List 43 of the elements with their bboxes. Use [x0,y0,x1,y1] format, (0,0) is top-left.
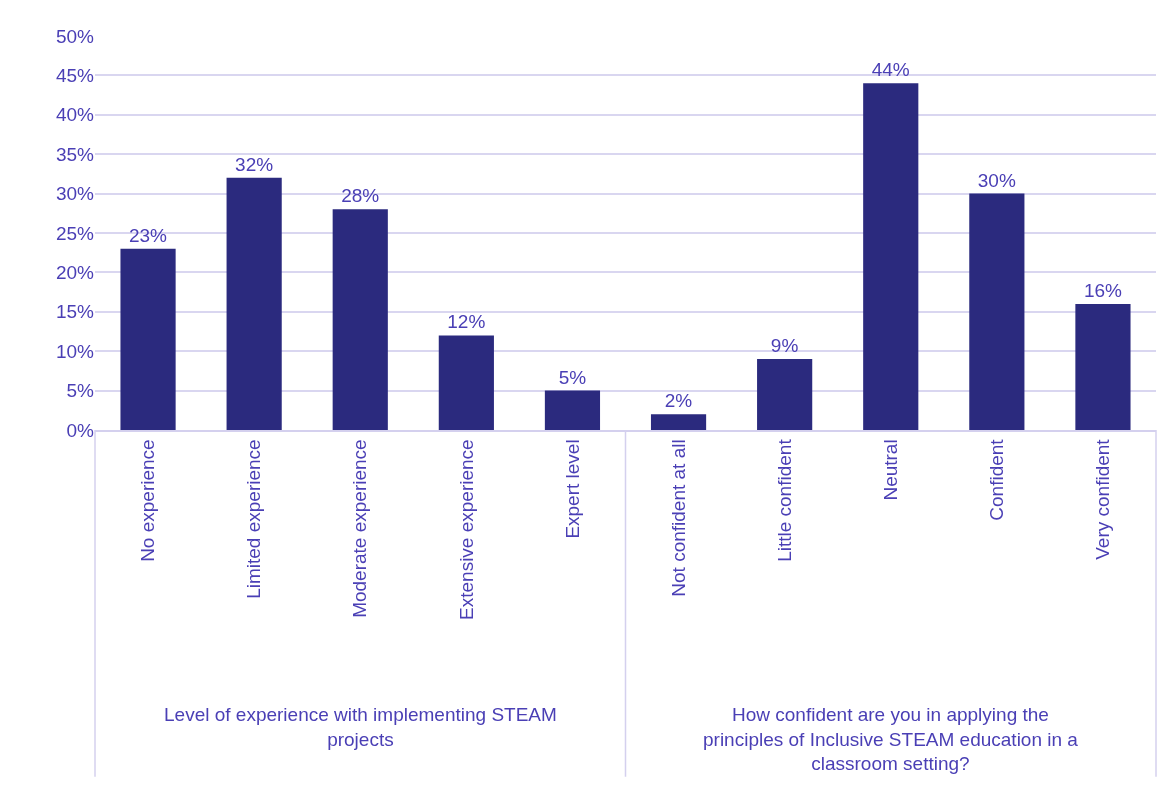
y-tick-label: 0% [66,419,95,441]
x-tick-label: Extensive experience [455,439,477,620]
y-tick-label: 10% [55,340,95,362]
bar [969,193,1025,430]
data-label: 5% [558,366,587,388]
x-tick-label: Very confident [1092,438,1114,560]
text: Level of experience with implementing STEAM projects [164,704,557,750]
bar [120,248,176,430]
y-tick-label: 5% [66,380,95,402]
y-tick-label: 50% [55,25,95,47]
y-tick-label: 45% [55,65,95,87]
bar [863,83,919,430]
x-tick-label: Moderate experience [349,439,371,618]
y-tick-label: 20% [55,262,95,284]
bar [650,414,707,430]
data-label: 2% [664,390,693,412]
bar [757,359,813,430]
x-tick-label: Confident [986,438,1008,521]
bar [544,390,601,430]
x-tick-label: Neutral [879,439,901,501]
x-tick-label: Limited experience [243,439,265,599]
data-label: 23% [128,224,168,246]
data-label: 12% [447,311,486,333]
x-tick-label: No experience [137,439,159,562]
bar [332,209,388,430]
data-label: 32% [235,153,274,175]
data-label: 16% [1083,279,1123,301]
x-tick-label: Not confident at all [667,439,689,597]
y-tick-label: 30% [55,183,95,205]
data-label: 44% [871,59,910,81]
data-label: 30% [977,169,1016,191]
y-tick-label: 35% [55,143,95,165]
bar [226,177,282,430]
y-tick-label: 40% [55,104,95,126]
data-label: 9% [770,335,799,357]
data-label: 28% [341,185,380,207]
x-tick-label: Little confident [773,438,795,562]
y-tick-label: 15% [55,301,95,323]
text: How confident are you in applying the principles of Inclusive STEAM education in a classroom setting? [703,704,1079,775]
x-tick-label: Expert level [561,439,583,539]
bar [438,335,494,430]
y-tick-label: 25% [55,222,95,244]
bar [1075,303,1131,430]
